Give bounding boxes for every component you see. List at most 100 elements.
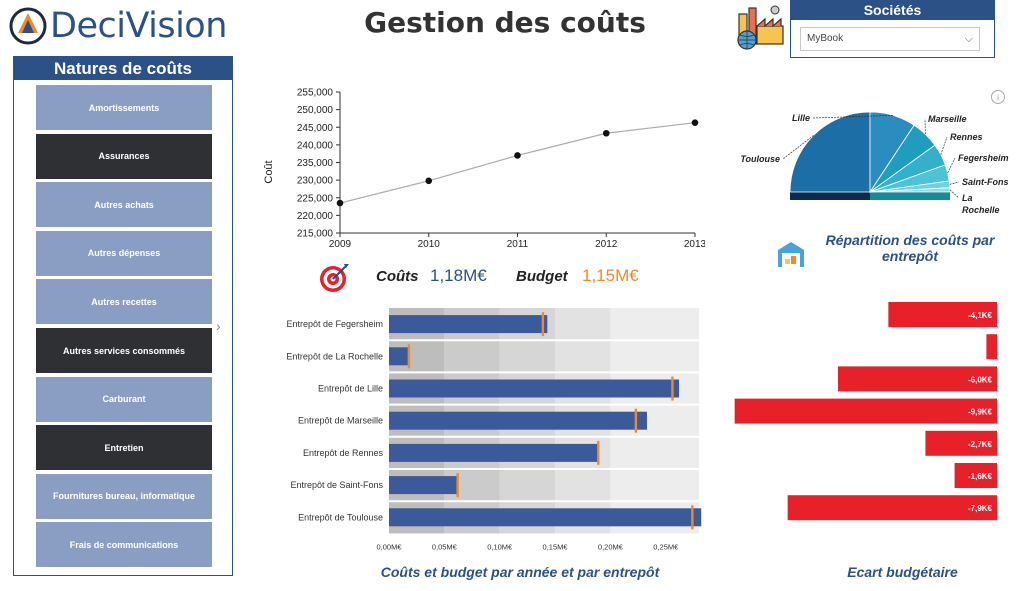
category-label: Entrepôt de Rennes	[303, 448, 384, 458]
x-tick-label: 2012	[595, 239, 618, 250]
x-tick-label: 0,15M€	[543, 542, 569, 551]
nature-item[interactable]: Autres services consommés	[36, 328, 212, 373]
category-label: Entrepôt de Saint-Fons	[290, 480, 383, 490]
y-tick-label: 230,000	[297, 176, 334, 187]
x-tick-label: 2009	[329, 239, 352, 250]
cost-bar	[389, 379, 680, 398]
pie-leader	[949, 181, 960, 185]
pie-label: La	[962, 193, 973, 203]
pie-label: Rochelle	[962, 205, 1000, 215]
pie-label: Fegersheim	[958, 153, 1009, 163]
pie-slice	[789, 111, 871, 193]
logo-text: DeciVision	[50, 6, 227, 46]
pie-leader	[940, 136, 948, 155]
cost-bar	[389, 315, 548, 334]
nature-item[interactable]: Amortissements	[36, 85, 212, 130]
data-point	[336, 199, 344, 207]
kpi-budget-label: Budget	[516, 268, 568, 285]
data-point	[514, 152, 521, 159]
y-axis-label: Coût	[263, 160, 275, 183]
kpi-budget-value: 1,15M€	[582, 266, 639, 285]
x-tick-label: 2011	[507, 239, 529, 250]
category-label: Entrepôt de Toulouse	[298, 512, 383, 522]
budget-marker	[407, 344, 411, 369]
x-tick-label: 0,25M€	[653, 542, 679, 551]
logo: DeciVision	[8, 4, 238, 48]
target-icon	[320, 264, 349, 292]
pie-leader	[812, 115, 894, 119]
budget-marker	[691, 505, 694, 530]
cost-budget-bar-chart: Entrepôt de Fegersheim Entrepôt de La Roc…	[286, 308, 702, 551]
nature-item[interactable]: Assurances	[36, 133, 212, 179]
nature-item[interactable]: Carburant	[36, 376, 212, 422]
x-tick-label: 0,10M€	[487, 542, 513, 551]
variance-label: -9,9K€	[968, 408, 993, 417]
svg-text:i: i	[997, 93, 999, 103]
nature-item[interactable]: Autres achats	[36, 182, 212, 228]
societe-dropdown[interactable]: MyBook ⌵	[800, 27, 980, 51]
variance-bar	[925, 430, 997, 456]
x-tick-label: 2010	[418, 239, 441, 250]
pie-label: Lille	[792, 113, 810, 123]
societe-selected-value: MyBook	[807, 33, 844, 44]
y-tick-label: 225,000	[297, 193, 334, 204]
cost-bar	[389, 347, 408, 366]
budget-marker	[634, 408, 638, 433]
budget-marker	[456, 473, 459, 498]
y-tick-label: 235,000	[297, 158, 334, 169]
budget-marker	[597, 440, 600, 465]
natures-slicer: Natures de coûts Amortissements Assurance…	[13, 56, 233, 576]
category-label: Entrepôt de Marseille	[298, 416, 383, 426]
data-point	[602, 129, 610, 137]
budget-marker	[671, 376, 674, 401]
page-title: Gestion des coûts	[364, 6, 646, 39]
pie-leader	[947, 157, 956, 173]
y-tick-label: 250,000	[297, 105, 334, 116]
chevron-right-icon[interactable]: ›	[216, 318, 221, 334]
nature-item[interactable]: Fournitures bureau, informatique	[36, 473, 212, 519]
x-tick-label: 2013	[684, 239, 705, 250]
variance-label: -6,0K€	[968, 375, 993, 384]
logo-icon	[9, 7, 47, 45]
pie-rim-right	[870, 192, 950, 200]
pie-leader	[782, 135, 814, 160]
y-tick-label: 240,000	[297, 140, 334, 151]
data-point	[691, 119, 699, 126]
pie-label: Rennes	[950, 132, 983, 142]
warehouse-pie-chart: Toulouse Lille Marseille Rennes Fegersheim Sa…	[740, 111, 1009, 215]
category-label: Entrepôt de Lille	[318, 384, 383, 394]
category-label: Entrepôt de La Rochelle	[286, 351, 383, 361]
factory-icon	[737, 5, 784, 50]
nature-item[interactable]: Frais de communications	[36, 522, 212, 568]
natures-title: Natures de coûts	[14, 57, 232, 80]
y-tick-label: 245,000	[297, 123, 334, 134]
variance-label: -2,7K€	[968, 440, 993, 449]
info-icon[interactable]: i	[990, 89, 1006, 105]
kpi-couts-label: Coûts	[376, 268, 419, 285]
y-tick-label: 220,000	[297, 211, 334, 222]
x-tick-label: 0,05M€	[432, 542, 458, 551]
nature-item[interactable]: Entretien	[36, 425, 212, 471]
cost-bar	[389, 443, 599, 462]
cost-bar	[389, 476, 457, 495]
nature-item[interactable]: Autres dépenses	[36, 230, 212, 276]
data-point	[425, 177, 433, 185]
cost-line-chart: 215,000 220,000 225,000 230,000 235,000 240,0…	[263, 88, 705, 251]
bar-chart-title: Coûts et budget par année et par entrepô…	[380, 564, 660, 580]
societes-slicer: Sociétés MyBook ⌵	[790, 0, 995, 58]
warehouse-icon	[778, 242, 804, 267]
pie-label: Marseille	[928, 114, 967, 124]
variance-bar-chart: -4,1K€ -6,0K€ -9,9K€ -2,7K€ -1,6K€ -7,9K€	[734, 302, 997, 521]
cost-bar	[389, 411, 647, 430]
variance-label: -1,6K€	[968, 472, 993, 481]
pie-chart-title: Répartition des coûts par entrepôt	[825, 232, 995, 264]
variance-label: -4,1K€	[968, 311, 993, 320]
cost-bar	[389, 508, 702, 527]
chevron-down-icon: ⌵	[964, 33, 973, 45]
variance-bar	[888, 302, 997, 327]
variance-bar	[734, 398, 997, 424]
category-label: Entrepôt de Fegersheim	[286, 319, 383, 329]
nature-item[interactable]: Autres recettes	[36, 279, 212, 325]
y-tick-label: 255,000	[297, 88, 334, 99]
variance-label: -7,9K€	[968, 504, 993, 513]
